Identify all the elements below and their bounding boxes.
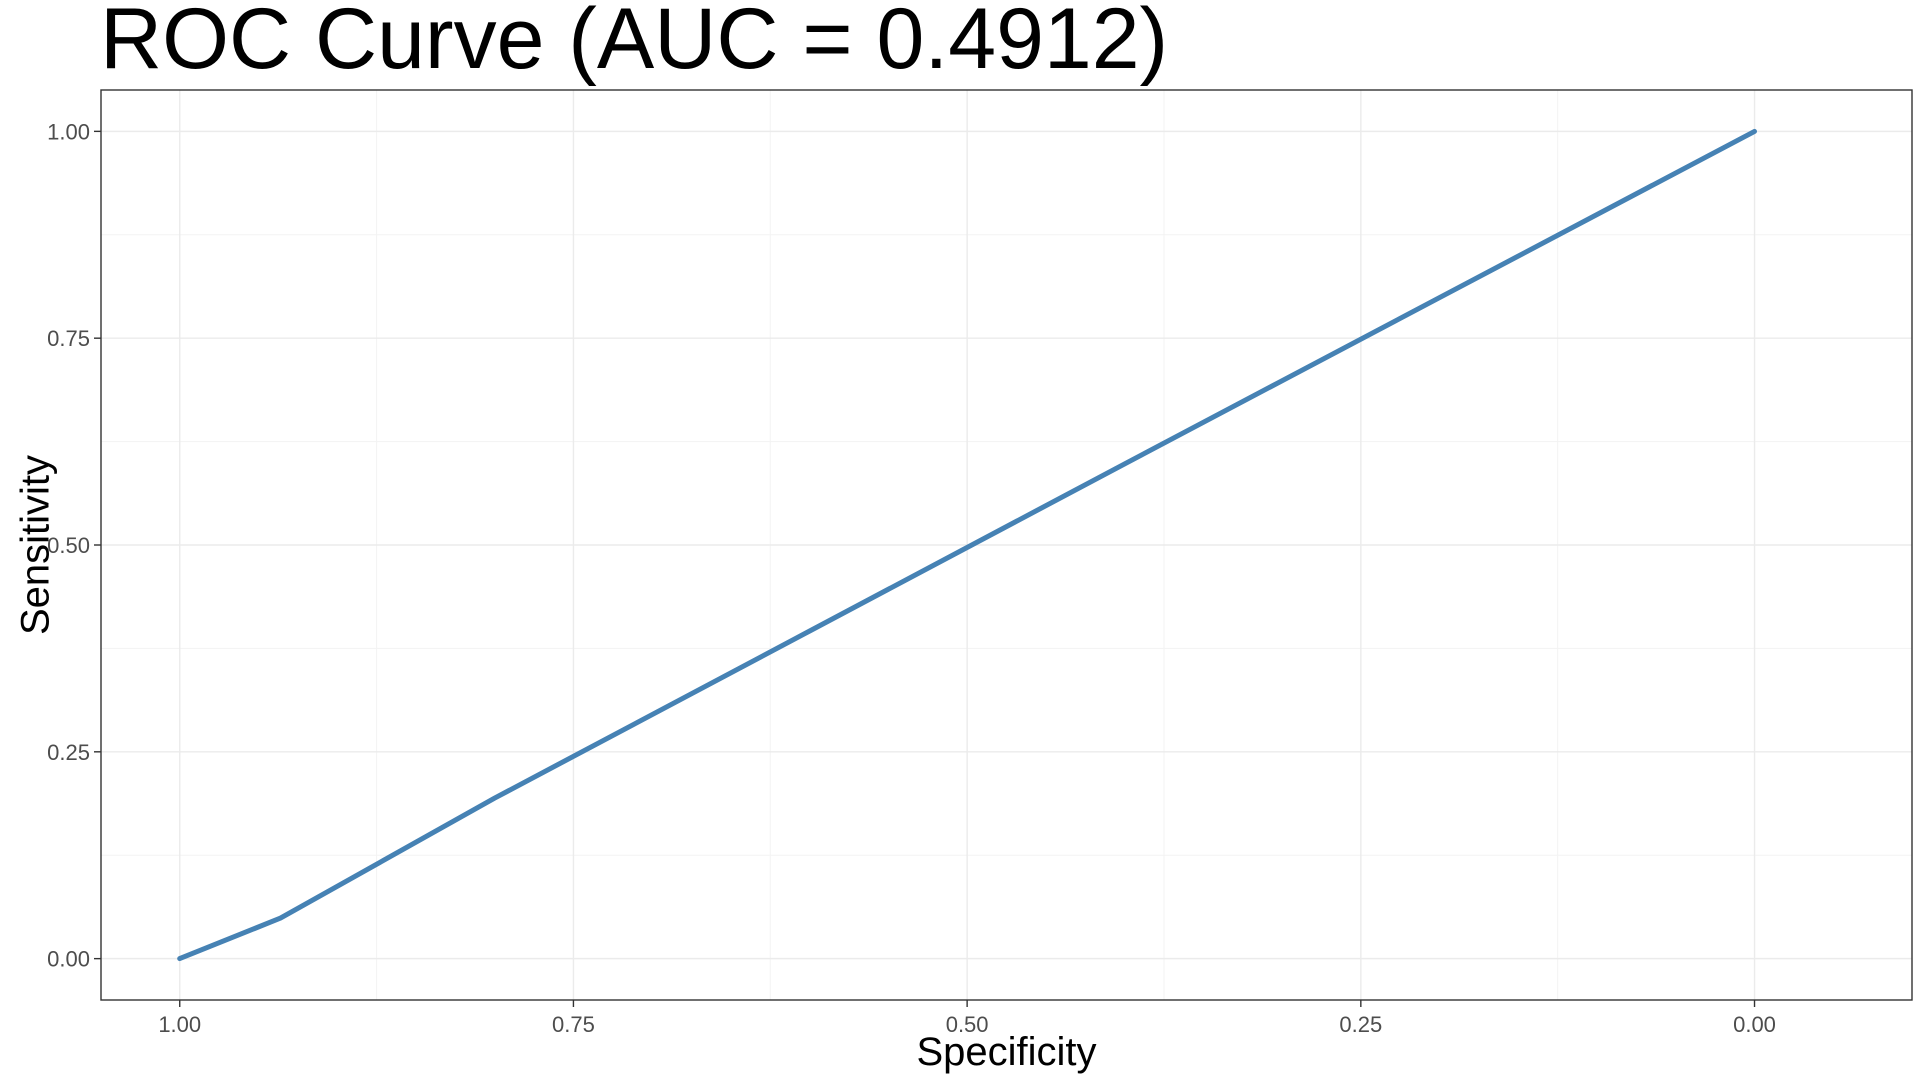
x-tick-label-0: 1.00 xyxy=(158,1012,201,1037)
x-tick-label-2: 0.50 xyxy=(946,1012,989,1037)
x-axis-title: Specificity xyxy=(916,1030,1096,1074)
y-axis-ticks: 0.00 0.25 0.50 0.75 1.00 xyxy=(47,119,101,972)
y-tick-label-4: 1.00 xyxy=(47,119,90,144)
series-layer xyxy=(177,128,1757,962)
chart-title: ROC Curve (AUC = 0.4912) xyxy=(100,0,1168,87)
y-tick-label-0: 0.00 xyxy=(47,947,90,972)
y-axis-title: Sensitivity xyxy=(14,455,58,635)
y-tick-label-1: 0.25 xyxy=(47,740,90,765)
y-tick-label-3: 0.75 xyxy=(47,326,90,351)
y-tick-label-2: 0.50 xyxy=(47,533,90,558)
minor-gridlines xyxy=(101,90,1912,1000)
major-gridlines xyxy=(101,90,1912,1000)
x-tick-label-4: 0.00 xyxy=(1733,1012,1776,1037)
roc-series-line-0 xyxy=(177,128,1757,962)
x-axis-ticks: 1.00 0.75 0.50 0.25 0.00 xyxy=(158,1000,1776,1037)
x-tick-label-3: 0.25 xyxy=(1339,1012,1382,1037)
x-tick-label-1: 0.75 xyxy=(552,1012,595,1037)
